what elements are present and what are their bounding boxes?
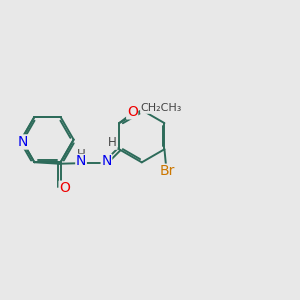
- Text: N: N: [18, 135, 28, 149]
- Text: Br: Br: [159, 164, 175, 178]
- Text: CH₂CH₃: CH₂CH₃: [141, 103, 182, 113]
- Text: O: O: [127, 105, 138, 119]
- Text: N: N: [76, 154, 86, 168]
- Text: H: H: [77, 148, 85, 161]
- Text: H: H: [108, 136, 117, 149]
- Text: O: O: [59, 181, 70, 195]
- Text: N: N: [101, 154, 112, 168]
